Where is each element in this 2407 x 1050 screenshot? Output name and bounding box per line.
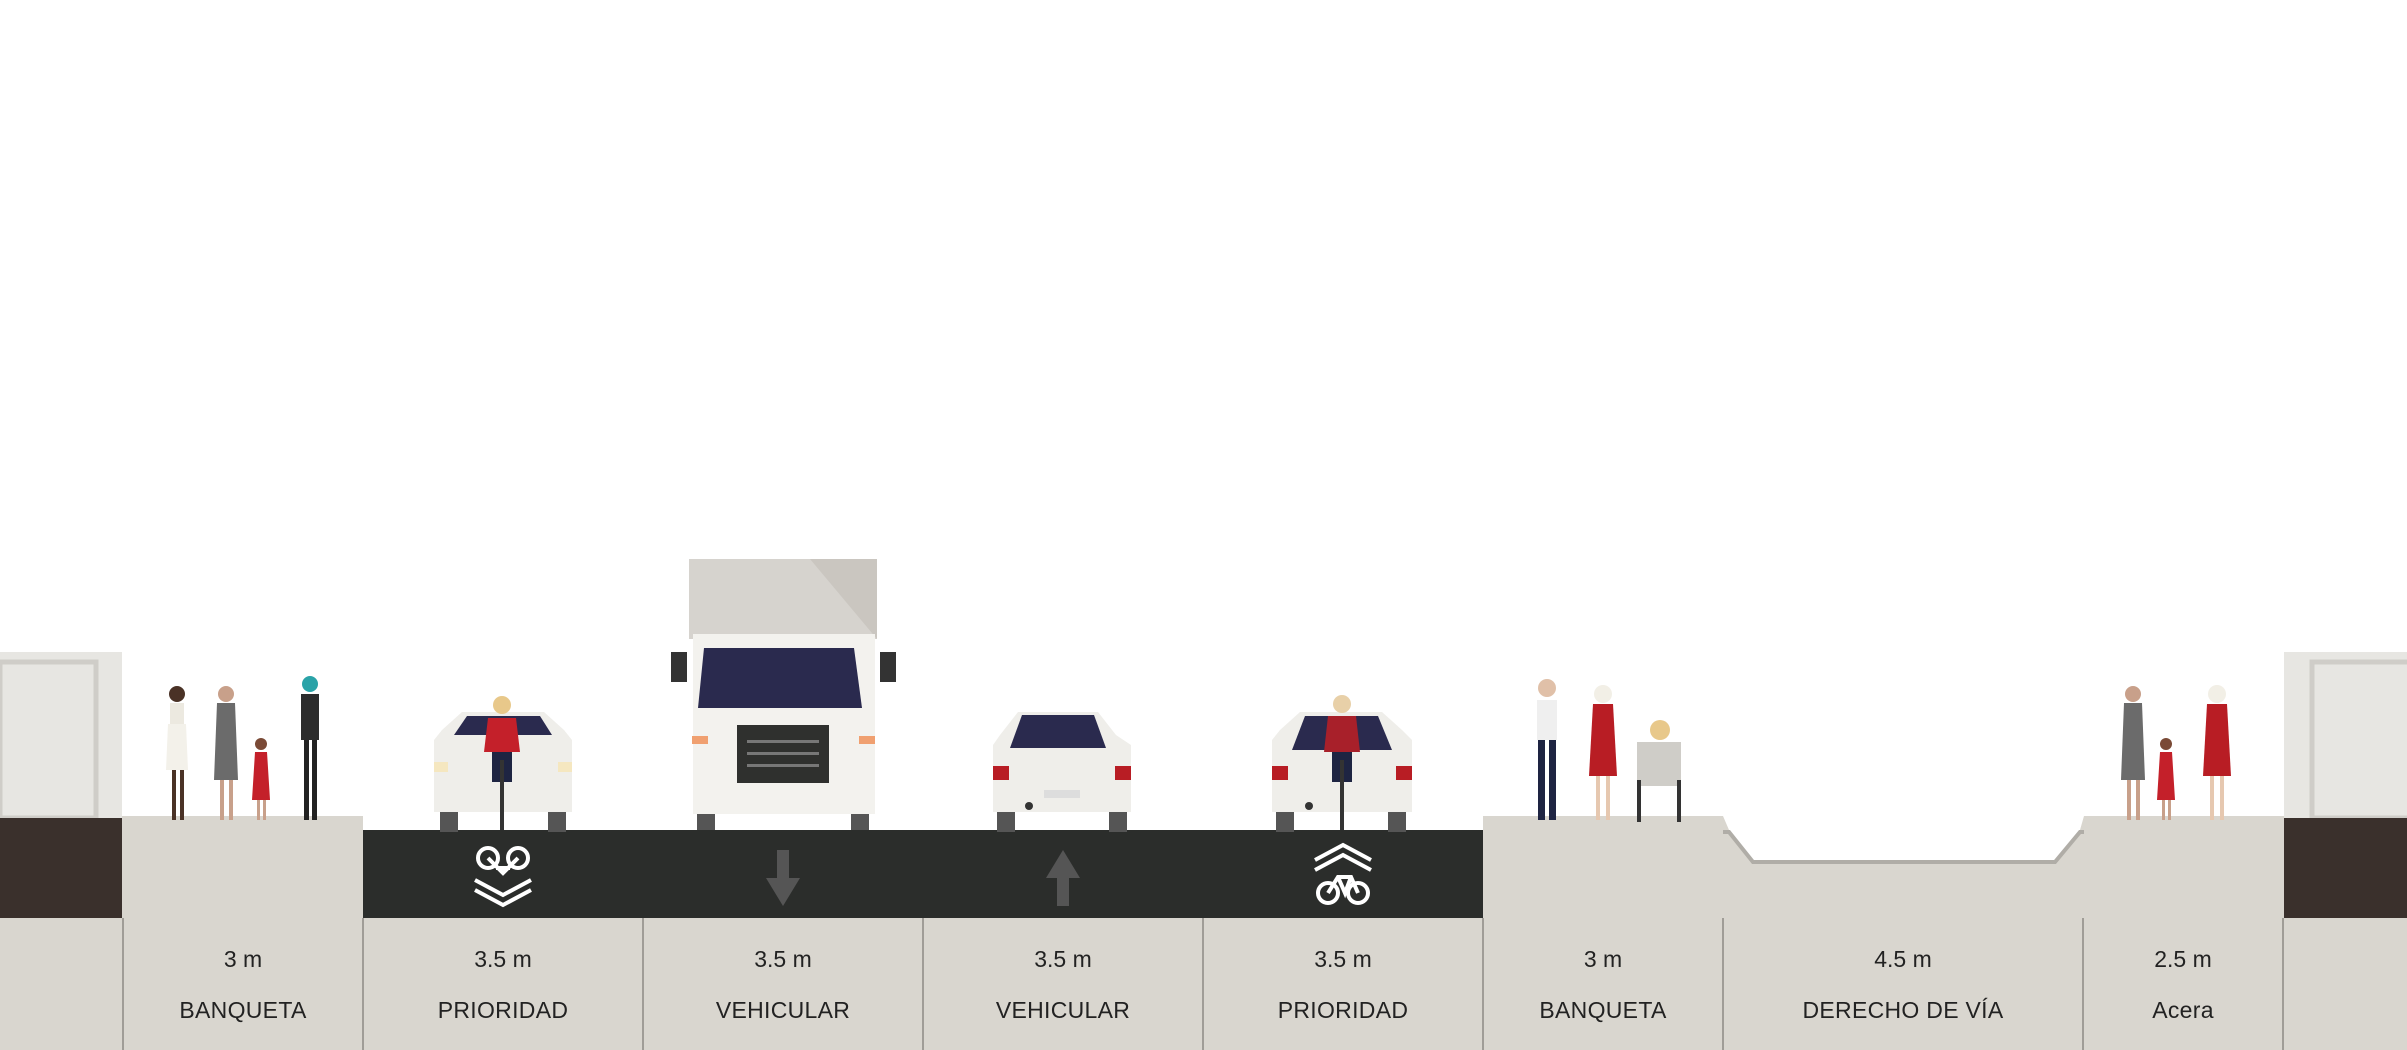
pedestrians-acera [2121,685,2231,820]
segment-name: PRIORIDAD [1277,997,1409,1023]
segment-name: Acera [2152,997,2214,1023]
segment-width: 2.5 m [2154,946,2212,972]
segment-label-acera[interactable]: 2.5 m Acera [2083,918,2283,1050]
segment-label-banqueta-left[interactable]: 3 m BANQUETA [123,918,363,1050]
segment-width: 3.5 m [474,946,532,972]
segment-name: BANQUETA [179,997,307,1023]
segment-width: 3.5 m [1314,946,1372,972]
arrow-up-icon [1046,850,1080,906]
pedestrians-right [1537,679,1681,822]
segment-name: VEHICULAR [995,997,1131,1023]
segment-width: 4.5 m [1874,946,1932,972]
segment-name: PRIORIDAD [437,997,569,1023]
car-with-cyclist-left [434,696,572,832]
segment-dividers [122,918,2284,1050]
sidewalk-left [122,816,363,918]
ditch-edge [1723,830,2084,864]
segment-label-vehicular-1[interactable]: 3.5 m VEHICULAR [643,918,923,1050]
segment-label-prioridad-left[interactable]: 3.5 m PRIORIDAD [363,918,643,1050]
segment-width: 3.5 m [754,946,812,972]
building-left [0,652,122,918]
sidewalk-acera [2084,816,2284,918]
pedestrians-left [166,676,319,820]
segment-name: DERECHO DE VÍA [1802,997,2004,1023]
segment-label-prioridad-right[interactable]: 3.5 m PRIORIDAD [1203,918,1483,1050]
segment-name: VEHICULAR [715,997,851,1023]
segment-width: 3 m [1583,946,1623,972]
segment-width: 3 m [223,946,263,972]
building-right [2284,652,2407,918]
arrow-down-icon [766,850,800,906]
sidewalk-right [1483,816,1723,918]
segment-width: 3.5 m [1034,946,1092,972]
bike-priority-down-icon [474,846,532,908]
car-rear [993,712,1131,832]
segment-label-banqueta-right[interactable]: 3 m BANQUETA [1483,918,1723,1050]
box-truck [671,559,896,830]
segment-label-derecho-de-via[interactable]: 4.5 m DERECHO DE VÍA [1723,918,2083,1050]
segment-name: BANQUETA [1539,997,1667,1023]
segment-label-vehicular-2[interactable]: 3.5 m VEHICULAR [923,918,1203,1050]
bike-priority-up-icon [1314,842,1372,905]
car-with-cyclist-right [1272,695,1412,832]
roadway [363,830,1483,918]
